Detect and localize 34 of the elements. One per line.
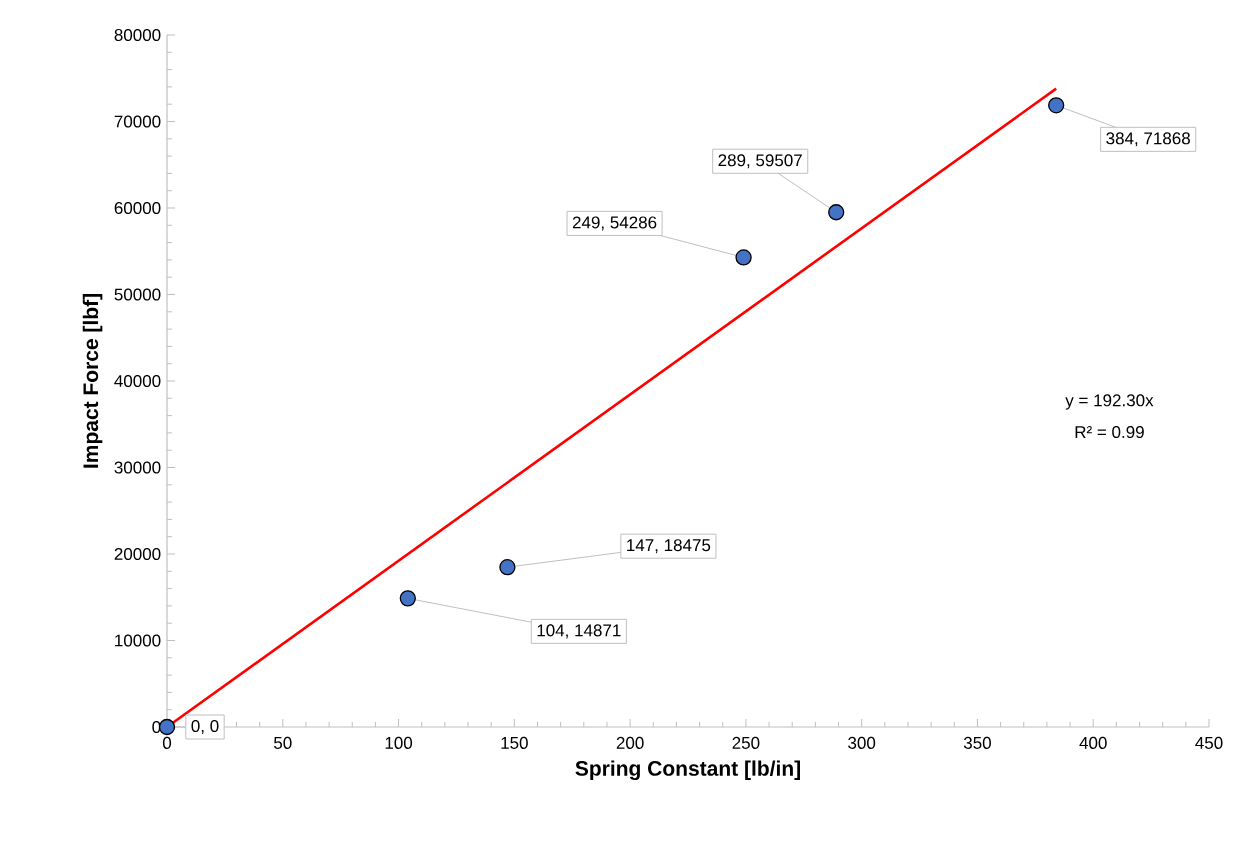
y-tick-label: 50000 (114, 288, 161, 301)
y-tick-label: 20000 (114, 547, 161, 561)
x-axis-title: Spring Constant [lb/in] (575, 760, 800, 781)
data-label: 0, 0 (191, 719, 219, 735)
data-label: 384, 71868 (1106, 132, 1190, 147)
x-tick-label: 100 (385, 736, 413, 749)
x-tick-label: 0 (162, 736, 172, 749)
point (1048, 97, 1065, 114)
data-label: 289, 59507 (718, 154, 802, 169)
y-tick-label: 30000 (114, 461, 161, 474)
y-axis-title: Impact Force [lbf] (82, 294, 103, 468)
x-tick-label: 400 (1079, 736, 1107, 749)
x-tick-label: 450 (1195, 736, 1223, 749)
x-tick-label: 250 (732, 736, 760, 749)
y-tick-label: 40000 (114, 374, 161, 388)
data-label: 104, 14871 (537, 624, 621, 639)
annotation: y = 192.30x (1065, 394, 1154, 410)
point (158, 718, 176, 736)
annotation: R² = 0.99 (1075, 426, 1144, 439)
y-tick-label: 10000 (115, 634, 161, 647)
data-label: 249, 54286 (572, 216, 657, 231)
point (828, 204, 845, 221)
point (499, 559, 516, 576)
y-tick-label: 70000 (114, 115, 161, 128)
point (735, 249, 752, 266)
y-tick-label: 80000 (114, 28, 161, 42)
x-tick-label: 50 (274, 736, 292, 749)
x-tick-label: 300 (848, 736, 876, 749)
x-tick-label: 200 (616, 736, 644, 749)
y-tick-label: 60000 (114, 201, 161, 215)
point (399, 590, 416, 607)
data-label: 147, 18475 (627, 539, 711, 554)
x-tick-label: 150 (501, 736, 528, 749)
x-tick-label: 350 (963, 736, 991, 749)
